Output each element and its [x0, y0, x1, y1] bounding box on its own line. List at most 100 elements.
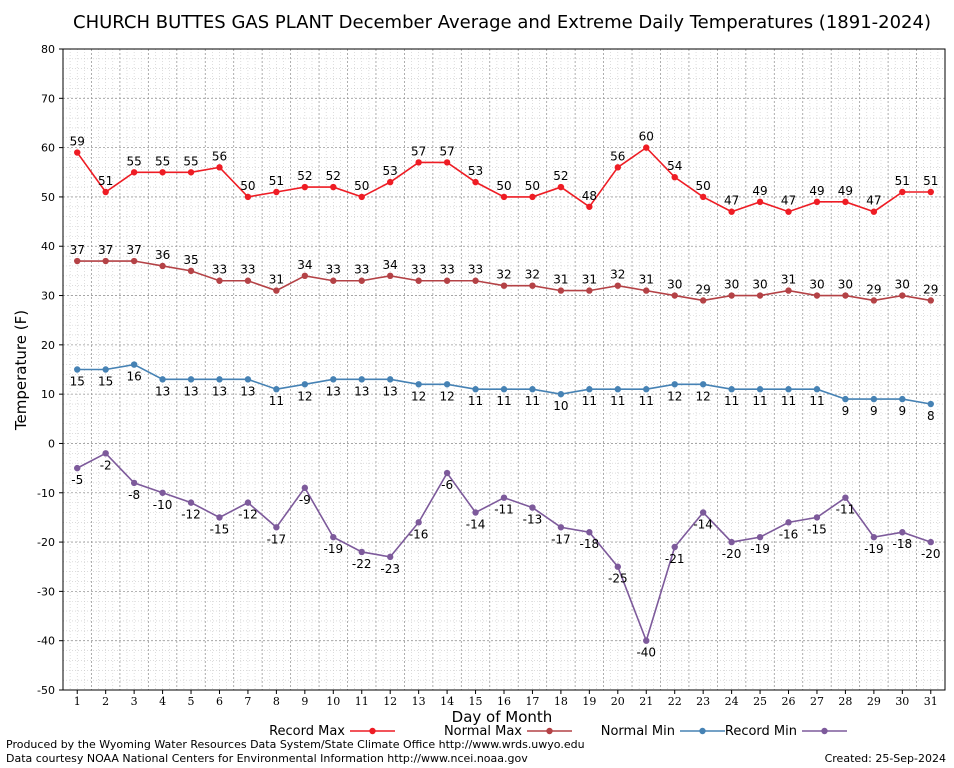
normal-min-point: [728, 386, 735, 393]
normal-min-point: [130, 361, 138, 368]
normal-min-point: [586, 386, 593, 393]
record-max-point: [842, 198, 849, 206]
record-max-point: [244, 193, 252, 201]
record-min-data-label: -5: [71, 473, 83, 487]
normal-max-data-label: 31: [781, 273, 796, 287]
normal-min-data-label: 8: [927, 409, 935, 423]
record-max-data-label: 49: [752, 184, 767, 198]
record-max-data-label: 55: [155, 154, 170, 168]
record-min-data-label: -6: [441, 478, 453, 492]
record-max-data-label: 51: [895, 174, 910, 188]
normal-max-data-label: 33: [354, 263, 369, 277]
record-max-point: [785, 208, 792, 215]
x-tick-label: 5: [188, 695, 195, 708]
normal-min-point: [699, 381, 707, 388]
record-min-data-label: -25: [608, 572, 628, 586]
normal-max-point: [643, 287, 650, 294]
record-min-data-label: -15: [210, 522, 230, 536]
normal-min-point: [472, 386, 479, 393]
record-max-data-label: 56: [212, 149, 227, 163]
record-min-data-label: -20: [722, 547, 742, 561]
record-min-data-label: -17: [551, 532, 571, 546]
normal-max-point: [330, 277, 337, 284]
normal-max-data-label: 33: [212, 263, 227, 277]
legend-marker-normal-min: [699, 727, 706, 735]
x-tick-label: 18: [554, 695, 568, 708]
record-max-point: [870, 208, 878, 215]
record-max-data-label: 52: [553, 169, 568, 183]
x-tick-label: 25: [753, 695, 767, 708]
legend-marker-record-max: [369, 727, 376, 735]
normal-max-point: [842, 292, 849, 299]
normal-min-data-label: 15: [98, 375, 113, 389]
normal-min-point: [671, 381, 678, 388]
normal-max-data-label: 32: [610, 268, 625, 282]
normal-max-point: [699, 297, 707, 304]
record-max-data-label: 49: [838, 184, 853, 198]
record-min-point: [443, 469, 451, 477]
record-max-point: [301, 183, 309, 191]
normal-max-data-label: 33: [468, 263, 483, 277]
record-min-point: [899, 529, 906, 536]
record-max-point: [614, 164, 622, 171]
normal-min-point: [557, 390, 565, 398]
normal-max-data-label: 29: [923, 282, 938, 296]
normal-min-point: [102, 366, 109, 373]
record-min-point: [102, 450, 109, 457]
normal-max-point: [415, 277, 422, 284]
normal-max-point: [216, 277, 223, 284]
x-tick-label: 26: [782, 695, 796, 708]
record-max-data-label: 55: [126, 154, 141, 168]
record-min-data-label: -14: [466, 517, 486, 531]
normal-max-point: [443, 277, 451, 284]
y-tick-label: -20: [37, 536, 55, 549]
normal-max-point: [472, 277, 479, 284]
record-min-data-label: -19: [864, 542, 884, 556]
record-min-point: [472, 509, 479, 516]
credit-line-2: Data courtesy NOAA National Centers for …: [6, 752, 528, 765]
normal-min-data-label: 11: [639, 394, 654, 408]
normal-max-data-label: 37: [126, 243, 141, 257]
record-max-data-label: 50: [525, 179, 540, 193]
normal-min-point: [358, 376, 365, 383]
record-min-point: [74, 464, 81, 472]
normal-max-data-label: 33: [411, 263, 426, 277]
normal-min-point: [899, 395, 906, 403]
normal-max-point: [586, 287, 593, 294]
record-min-data-label: -19: [750, 542, 770, 556]
x-tick-label: 19: [582, 695, 596, 708]
normal-max-data-label: 34: [383, 258, 398, 272]
record-max-data-label: 55: [183, 154, 198, 168]
x-tick-label: 15: [469, 695, 483, 708]
record-min-data-label: -9: [299, 493, 311, 507]
normal-min-point: [443, 381, 451, 388]
record-max-data-label: 49: [809, 184, 824, 198]
record-max-data-label: 48: [582, 189, 597, 203]
record-min-point: [728, 538, 735, 546]
normal-max-data-label: 32: [525, 268, 540, 282]
record-min-point: [529, 504, 536, 511]
record-min-point: [870, 533, 878, 541]
y-tick-label: -30: [37, 585, 55, 598]
normal-min-data-label: 13: [326, 384, 341, 398]
record-max-data-label: 56: [610, 149, 625, 163]
normal-max-data-label: 37: [98, 243, 113, 257]
normal-min-point: [330, 376, 337, 383]
record-max-point: [74, 149, 81, 156]
record-max-series: 59 51 55 55 55 56 50 51 52 52 50 53 57 57 53 50 50 52 48 56…: [70, 130, 938, 215]
normal-max-point: [671, 292, 678, 299]
record-max-data-label: 50: [696, 179, 711, 193]
created-date: Created: 25-Sep-2024: [824, 752, 946, 765]
x-tick-label: 21: [639, 695, 653, 708]
normal-min-point: [74, 366, 81, 373]
x-axis-label: Day of Month: [452, 708, 553, 726]
normal-max-point: [728, 292, 735, 299]
y-tick-label: 80: [41, 43, 55, 56]
normal-min-data-label: 13: [155, 384, 170, 398]
normal-max-point: [899, 292, 906, 299]
record-max-data-label: 59: [70, 135, 85, 149]
normal-min-data-label: 15: [70, 375, 85, 389]
normal-max-point: [74, 257, 81, 265]
record-max-point: [756, 198, 764, 206]
